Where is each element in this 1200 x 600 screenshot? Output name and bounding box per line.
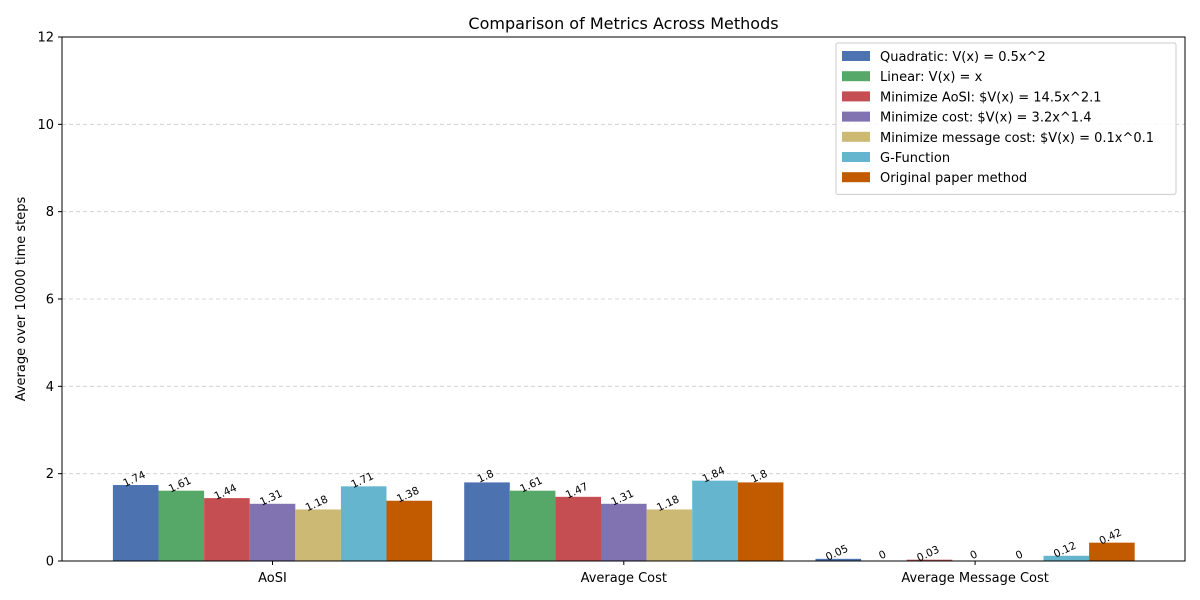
legend-box — [835, 42, 1177, 195]
x-tick-label: Average Message Cost — [901, 571, 1049, 586]
bar — [601, 503, 647, 561]
legend: Quadratic: V(x) = 0.5x^2 Linear: V(x) = x… — [835, 42, 1177, 195]
bar — [509, 490, 556, 561]
bar — [1089, 542, 1135, 561]
grid-lines — [62, 123, 1185, 475]
chart-title: Comparison of Metrics Across Methods — [468, 14, 778, 33]
y-axis-ticks: 0 2 4 6 8 10 12 — [37, 31, 62, 570]
bar — [815, 558, 862, 561]
data-label: 0 — [877, 548, 888, 562]
y-tick-label: 10 — [37, 118, 54, 133]
x-tick-label: AoSI — [258, 571, 287, 586]
bar — [906, 559, 953, 561]
legend-swatch — [842, 152, 870, 162]
legend-swatch — [842, 51, 870, 61]
data-label: 0 — [1014, 548, 1025, 562]
bar — [1043, 555, 1090, 561]
bar — [692, 480, 738, 561]
bar — [340, 486, 387, 561]
bar — [204, 498, 250, 561]
bar — [295, 509, 341, 561]
bar — [112, 485, 159, 561]
bar — [386, 500, 433, 561]
legend-swatch — [842, 111, 870, 122]
x-tick-label: Average Cost — [581, 571, 667, 586]
x-axis-ticks: AoSI Average Cost Average Message Cost — [258, 561, 1049, 586]
legend-swatch — [842, 91, 870, 102]
y-tick-label: 2 — [46, 467, 54, 482]
y-tick-label: 0 — [46, 555, 54, 570]
legend-entry: Linear: V(x) = x — [880, 70, 983, 85]
y-axis-label: Average over 10000 time steps — [14, 197, 29, 402]
bar — [158, 490, 205, 561]
legend-swatch — [842, 131, 870, 142]
legend-entry: G-Function — [880, 151, 950, 166]
y-tick-label: 12 — [37, 31, 54, 46]
bar — [249, 503, 296, 561]
bar — [737, 482, 784, 561]
bar — [646, 509, 693, 561]
legend-entry: Quadratic: V(x) = 0.5x^2 — [880, 50, 1046, 65]
bars — [112, 480, 1135, 561]
y-tick-label: 8 — [46, 205, 54, 220]
legend-entry: Minimize message cost: $V(x) = 0.1x^0.1 — [880, 131, 1154, 146]
bar — [464, 482, 510, 561]
legend-items: Quadratic: V(x) = 0.5x^2 Linear: V(x) = x… — [842, 50, 1154, 186]
legend-swatch — [842, 172, 870, 183]
y-tick-label: 6 — [46, 293, 54, 308]
bar — [555, 496, 601, 561]
y-tick-label: 4 — [46, 380, 54, 395]
legend-entry: Minimize cost: $V(x) = 3.2x^1.4 — [880, 111, 1092, 126]
legend-swatch — [842, 71, 870, 82]
data-label: 0 — [968, 548, 979, 562]
legend-entry: Minimize AoSI: $V(x) = 14.5x^2.1 — [880, 90, 1102, 105]
legend-entry: Original paper method — [880, 171, 1027, 186]
